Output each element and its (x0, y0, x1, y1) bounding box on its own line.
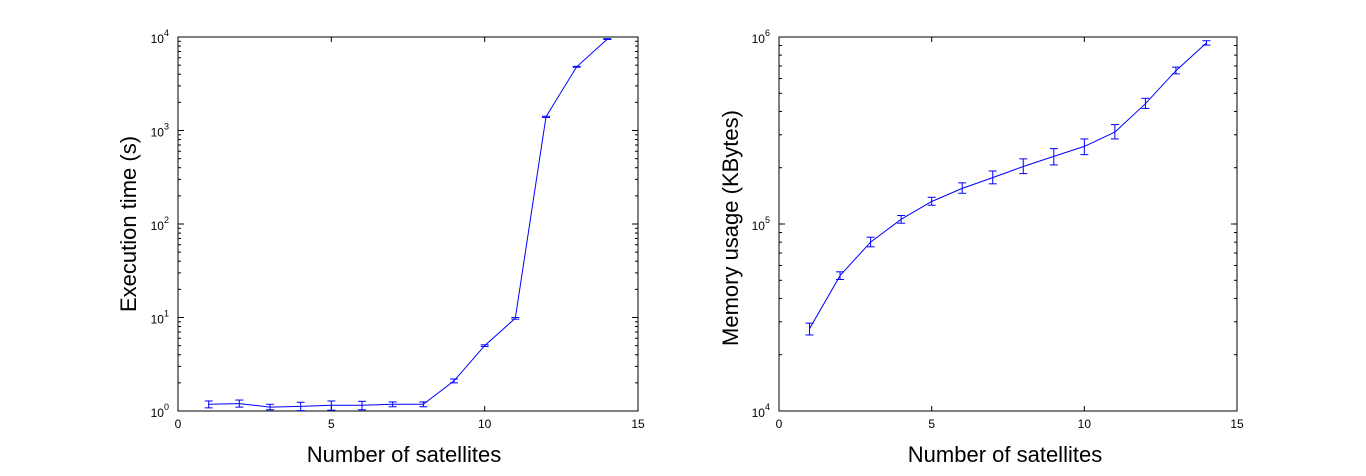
y-tick-base: 10 (151, 406, 165, 420)
series-line (208, 38, 608, 408)
error-bar (1080, 138, 1089, 156)
y-axis-label: Execution time (s) (116, 136, 141, 312)
y-tick-label: 100 (151, 402, 169, 420)
y-tick-label: 103 (151, 122, 169, 140)
error-bar (958, 182, 967, 194)
y-tick-exponent: 3 (164, 122, 169, 132)
x-axis-label: Number of satellites (908, 442, 1102, 467)
x-tick-label: 0 (175, 417, 182, 431)
x-axis-label: Number of satellites (307, 442, 501, 467)
error-bar (897, 215, 906, 224)
error-bar (927, 196, 936, 206)
error-bar (1171, 66, 1180, 75)
error-bar (235, 399, 244, 408)
error-bar (266, 403, 274, 411)
error-bar (327, 400, 336, 411)
x-tick-labels: 0 5 10 15 (776, 417, 1244, 431)
y-tick-exponent: 2 (164, 215, 169, 225)
error-bar (542, 115, 550, 118)
x-tick-label: 5 (328, 417, 335, 431)
y-tick-base: 10 (151, 313, 165, 327)
y-tick-label: 102 (151, 215, 169, 233)
error-bar (1019, 158, 1028, 175)
x-tick-labels: 0 5 10 15 (175, 417, 645, 431)
y-tick-exponent: 4 (765, 402, 770, 412)
tick-marks (778, 36, 1238, 412)
error-bar (450, 378, 458, 384)
y-tick-base: 10 (151, 32, 165, 46)
error-bar (1141, 97, 1150, 109)
error-bar (419, 401, 428, 408)
error-bar (1049, 148, 1058, 166)
plot-frame (177, 36, 639, 412)
tick-marks (177, 36, 639, 412)
error-bar (572, 65, 581, 68)
series-execution-time (204, 38, 612, 412)
y-tick-exponent: 1 (164, 309, 169, 319)
y-tick-base: 10 (151, 219, 165, 233)
x-tick-label: 5 (928, 417, 935, 431)
y-tick-exponent: 6 (765, 28, 770, 38)
y-tick-label: 106 (752, 28, 770, 46)
y-tick-exponent: 4 (164, 28, 169, 38)
y-tick-label: 101 (151, 309, 169, 327)
x-tick-label: 10 (1078, 417, 1092, 431)
y-tick-label: 104 (151, 28, 169, 46)
error-bar (296, 401, 305, 412)
error-bar (511, 317, 520, 320)
y-tick-label: 105 (752, 215, 770, 233)
error-bar (1202, 40, 1211, 46)
error-bar (1110, 124, 1119, 140)
error-bar (388, 401, 397, 408)
error-bar (805, 322, 814, 336)
y-tick-base: 10 (752, 406, 766, 420)
error-bar (603, 38, 612, 41)
x-tick-label: 15 (631, 417, 645, 431)
error-bar (204, 400, 213, 409)
y-tick-base: 10 (752, 219, 766, 233)
x-tick-label: 0 (776, 417, 783, 431)
x-tick-label: 15 (1230, 417, 1244, 431)
y-tick-exponent: 0 (164, 402, 169, 412)
y-tick-base: 10 (752, 32, 766, 46)
y-tick-exponent: 5 (765, 215, 770, 225)
y-tick-base: 10 (151, 126, 165, 140)
plot-frame (778, 36, 1238, 412)
series-line (809, 42, 1207, 330)
y-tick-label: 104 (752, 402, 770, 420)
error-bar (836, 271, 845, 280)
series-memory-usage (805, 40, 1211, 336)
x-tick-label: 10 (478, 417, 492, 431)
y-axis-label: Memory usage (KBytes) (718, 110, 743, 346)
error-bar (480, 344, 489, 347)
error-bar (358, 400, 366, 411)
error-bar (866, 236, 875, 248)
error-bar (988, 170, 997, 185)
